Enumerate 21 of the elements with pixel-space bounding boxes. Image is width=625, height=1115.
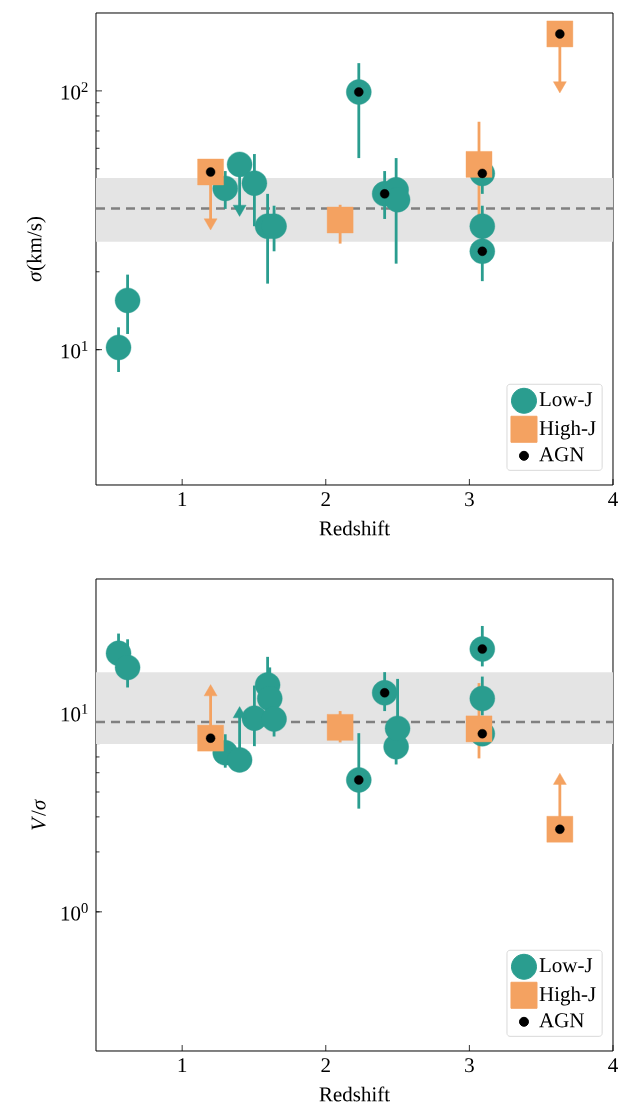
x-axis-title: Redshift <box>319 1086 390 1102</box>
legend-label: AGN <box>539 1013 584 1028</box>
x-tick-label: 4 <box>608 492 618 507</box>
x-tick-label: 1 <box>178 1058 187 1073</box>
x-tick-label: 4 <box>608 1058 618 1073</box>
legend-label: AGN <box>539 447 584 462</box>
x-tick-label: 3 <box>465 492 474 507</box>
x-tick-label: 3 <box>465 1058 474 1073</box>
x-tick-label: 2 <box>321 1058 330 1073</box>
legend-label: High-J <box>539 420 596 440</box>
x-tick-label: 1 <box>178 492 187 507</box>
x-tick-label: 2 <box>321 492 330 507</box>
y-tick-label: 10$^{2}$ <box>61 82 88 100</box>
y-tick-label: 10$^{1}$ <box>61 704 88 722</box>
legend-label: High-J <box>539 986 596 1006</box>
legend-label: Low-J <box>539 392 593 407</box>
legend-label: Low-J <box>539 958 593 973</box>
y-tick-label: 10$^{1}$ <box>61 340 88 359</box>
y-axis-title: σ(km/s) <box>26 216 46 282</box>
x-axis-title: Redshift <box>319 520 390 536</box>
y-tick-label: 10$^{0}$ <box>61 903 88 921</box>
